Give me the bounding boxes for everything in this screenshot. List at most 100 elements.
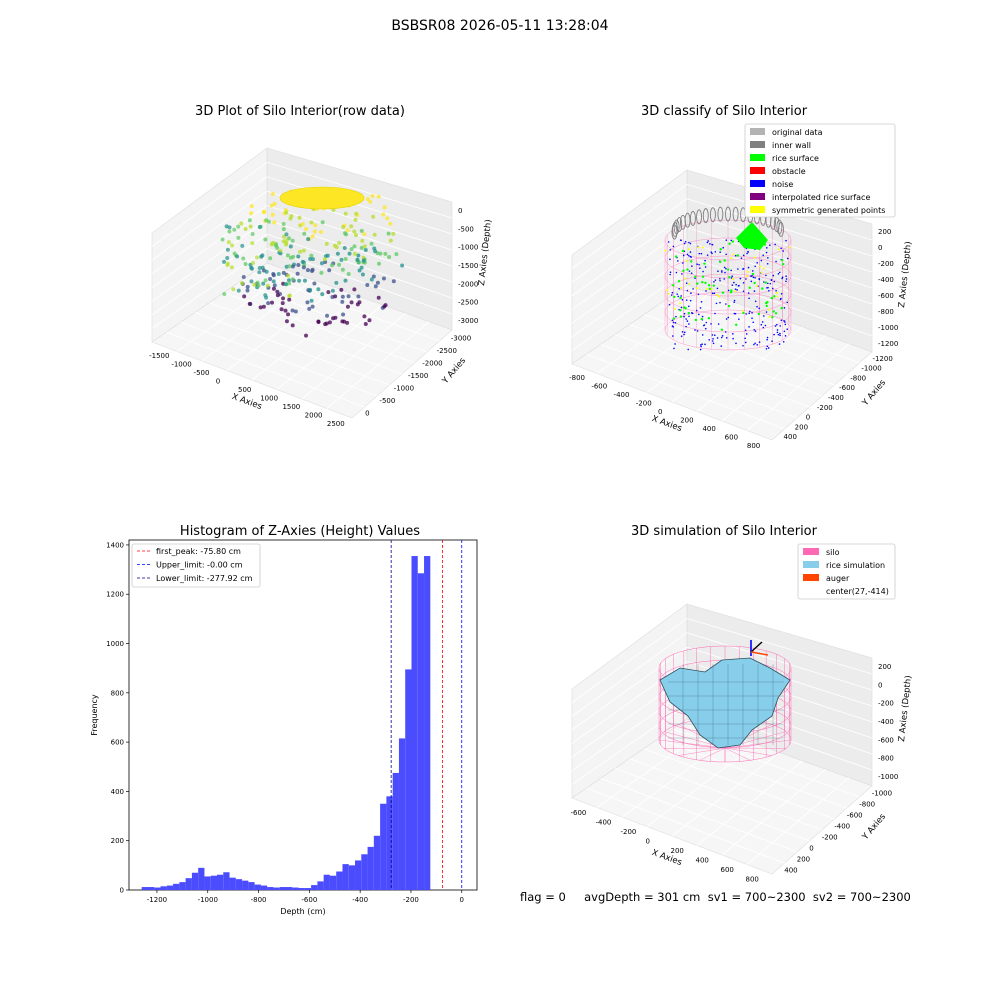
rice-surface-point [761,287,764,290]
raw-point [367,318,372,323]
noise-point [742,344,744,347]
raw-point [322,257,327,262]
rice-surface-point [690,260,693,263]
noise-point [771,287,774,290]
noise-point [779,334,781,337]
noise-point [778,271,781,274]
raw-point [248,224,253,229]
raw-point [360,238,365,243]
noise-point [767,282,769,285]
raw-point [382,205,387,210]
noise-point [747,292,750,294]
raw-point [249,211,254,216]
raw-point [400,263,405,268]
noise-point [725,318,728,320]
y-tick-label: 600 [111,739,124,747]
noise-point [751,270,754,272]
raw-point [235,254,240,259]
auger-marker [750,651,769,656]
histogram-bar [411,556,418,890]
subplot-title-histogram: Histogram of Z-Axies (Height) Values [179,524,421,539]
histogram-bar [229,877,236,890]
classify-legend: original data inner wall rice surface obsta… [744,123,896,218]
grid-line [746,777,850,865]
raw-point [245,284,250,289]
noise-point [704,266,707,268]
raw-point [363,247,368,252]
noise-point [769,282,772,285]
noise-point [691,312,694,315]
noise-point [765,348,768,350]
noise-point [688,305,690,308]
noise-point [785,239,787,242]
raw-point [231,287,236,292]
noise-point [721,334,724,337]
noise-point [704,327,707,330]
simulation-ytick: -1000 [872,790,892,798]
noise-point [724,271,726,274]
rice-surface-point [742,311,745,315]
noise-point [669,271,672,274]
histogram-bar [361,854,368,890]
noise-point [691,265,693,267]
noise-point [762,254,764,257]
noise-point [738,318,740,320]
rice-surface-point [694,318,698,322]
legend-label: inner wall [772,141,811,150]
noise-point [776,331,779,334]
raw-point [226,240,231,245]
rice-surface-point [694,275,697,279]
histogram-bar [380,803,387,890]
raw-point [222,292,227,297]
rice-surface-point [684,307,687,310]
noise-point [725,267,727,270]
symmetric-point [768,315,771,318]
raw-point [287,293,292,298]
raw-xtick: 0 [216,378,220,386]
raw-point [258,305,263,310]
y-tick-label: 200 [111,837,124,845]
noise-point [779,298,782,301]
rice-surface-point [674,255,678,258]
classify-ytick: 0 [806,414,810,422]
noise-point [672,321,675,324]
noise-point [682,262,684,264]
raw-point [369,241,374,246]
grid-line [571,632,688,717]
raw-point [310,267,315,272]
auger-marker [750,641,763,653]
classify-xtick: -600 [591,383,607,391]
grid-line [746,343,850,431]
grid-line [151,219,268,302]
noise-point [719,277,721,280]
figure-title: BSBSR08 2026-05-11 13:28:04 [391,18,609,34]
symmetric-point [788,246,791,249]
noise-point [747,266,750,269]
raw-point [261,281,266,286]
raw-point [239,281,244,286]
raw-point [356,253,361,258]
histogram-bar [210,875,217,890]
symmetric-point [776,295,779,298]
noise-point [712,342,715,345]
grid-line [571,618,688,703]
simulation-ztick: 0 [878,681,882,689]
raw-point [225,247,230,252]
noise-point [749,310,751,313]
raw-point [266,301,271,306]
noise-point [765,274,767,277]
raw-point [304,227,309,232]
raw-point [270,212,275,217]
noise-point [680,295,682,297]
raw-point [308,256,313,261]
legend-label: silo [826,548,840,557]
noise-point [668,303,671,306]
rice-surface-point [772,310,775,313]
noise-point [753,328,756,331]
raw-point [305,300,310,305]
noise-point [700,301,703,303]
raw-point [288,244,293,249]
raw-point [385,216,390,221]
raw-point [275,293,280,298]
noise-point [756,344,758,346]
